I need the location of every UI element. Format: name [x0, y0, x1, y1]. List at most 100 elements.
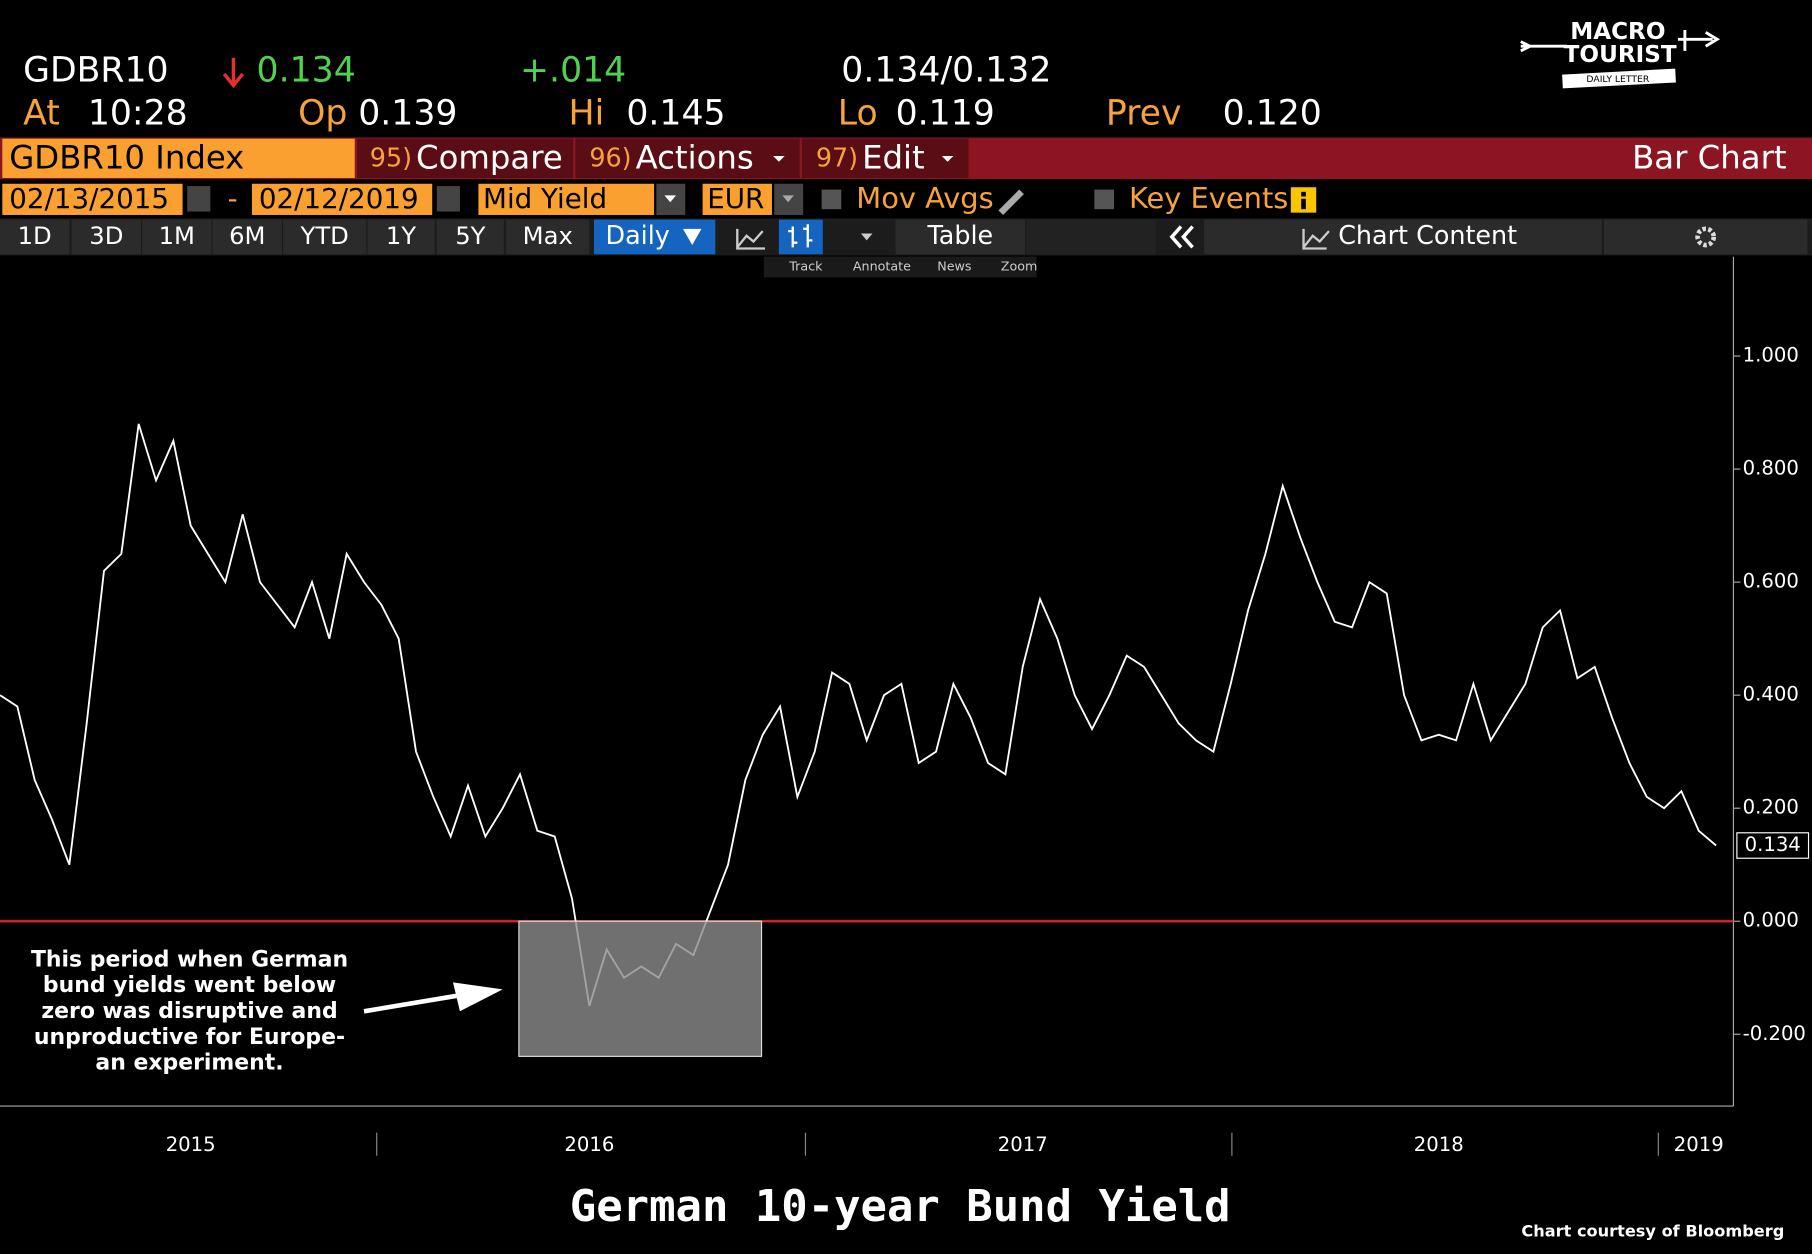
line-chart-icon[interactable]: [736, 228, 766, 250]
chart-content-button[interactable]: [1204, 219, 1602, 255]
range-button[interactable]: [367, 219, 435, 255]
annotation-line: unproductive for Europe-: [34, 1025, 345, 1050]
info-mark: [1301, 191, 1306, 197]
annotation-line: This period when German: [31, 947, 348, 972]
chart-content: Chart Content: [1338, 220, 1517, 250]
high: 0.145: [626, 93, 725, 133]
menu-item: Actions: [636, 138, 754, 176]
settings-button[interactable]: [1603, 219, 1808, 255]
dropdown-arrow: [664, 195, 677, 203]
checkbox[interactable]: [1094, 189, 1115, 210]
ticker: GDBR10: [23, 51, 168, 91]
start-date-field[interactable]: [2, 183, 183, 215]
y-tick-label: 1.000: [1743, 344, 1799, 367]
menu-number: 97): [816, 142, 858, 172]
currency: EUR: [707, 182, 764, 215]
x-tick-label: 2015: [166, 1133, 216, 1156]
y-tick-label: 0.400: [1743, 683, 1799, 706]
highlight-box: [518, 920, 763, 1057]
y-tick-label: 0.200: [1743, 796, 1799, 819]
annotation-line: an experiment.: [95, 1051, 283, 1076]
collapse-icon[interactable]: [1169, 225, 1194, 249]
settings-icon: [1695, 226, 1717, 248]
range-label: 1Y: [386, 221, 416, 250]
x-tick-label: 2018: [1414, 1133, 1464, 1156]
logo-text: DAILY LETTER: [1586, 74, 1649, 85]
calendar-icon[interactable]: [436, 186, 460, 212]
table-button[interactable]: [895, 219, 1026, 255]
prev: 0.120: [1223, 93, 1322, 133]
range-button[interactable]: [436, 219, 504, 255]
range-button[interactable]: [71, 219, 141, 255]
high-label: Hi: [569, 93, 605, 133]
range-label: 6M: [229, 221, 265, 250]
last-price: 0.134: [257, 51, 356, 91]
y-tick-label: -0.200: [1743, 1022, 1806, 1045]
currency-select[interactable]: [702, 183, 772, 215]
open: 0.139: [358, 93, 457, 133]
annotation-line: zero was disruptive and: [41, 999, 337, 1024]
field-value: Mid Yield: [483, 182, 607, 215]
chart-content-icon: [1302, 228, 1330, 250]
security: GDBR10 Index: [9, 138, 244, 176]
range-button[interactable]: [506, 219, 590, 255]
dropdown-arrow[interactable]: [860, 233, 873, 241]
range-label: 1D: [18, 221, 52, 250]
range-label: 3D: [89, 221, 123, 250]
change: +.014: [520, 51, 626, 91]
open-label: Op: [298, 93, 347, 133]
range-label: 5Y: [455, 221, 485, 250]
range-button[interactable]: [0, 219, 70, 255]
tool-label[interactable]: Track: [788, 258, 823, 273]
bid-ask: 0.134/0.132: [841, 51, 1051, 91]
range-label: Max: [523, 221, 573, 250]
bar-chart-button[interactable]: [778, 219, 823, 255]
checkbox[interactable]: [821, 189, 842, 210]
end-date-field[interactable]: [251, 183, 433, 215]
date-dash: -: [228, 182, 238, 215]
table: Table: [926, 220, 993, 250]
tool-label[interactable]: Annotate: [853, 258, 911, 273]
range-button[interactable]: [283, 219, 367, 255]
compare-button[interactable]: [357, 138, 574, 178]
range-button[interactable]: [142, 219, 212, 255]
annotation-line: bund yields went below: [43, 973, 336, 998]
edit-button[interactable]: [801, 138, 969, 178]
pencil-icon: [998, 189, 1024, 215]
range-button[interactable]: [212, 219, 282, 255]
annotation-arrowhead: [453, 982, 503, 1012]
x-tick-label: 2016: [564, 1133, 614, 1156]
bar-chart-icon: [788, 224, 813, 248]
actions-button[interactable]: [575, 138, 800, 178]
field-select[interactable]: [478, 183, 655, 215]
toolbar-spacer: [1026, 219, 1156, 255]
start-date: 02/13/2015: [9, 182, 169, 215]
logo-ribbon: [1562, 68, 1676, 89]
yield-line: [0, 423, 1717, 1007]
credit: Chart courtesy of Bloomberg: [1521, 1222, 1784, 1241]
logo-text: MACRO: [1570, 19, 1665, 45]
y-tick-label: 0.800: [1743, 457, 1799, 480]
chart-title: German 10-year Bund Yield: [570, 1181, 1231, 1232]
y-tick-label: 0.600: [1743, 570, 1799, 593]
y-tick-label: 0.000: [1743, 909, 1799, 932]
down-arrow: [222, 57, 245, 89]
prev-label: Prev: [1106, 93, 1182, 133]
info-mark: [1301, 198, 1306, 210]
tool-label[interactable]: News: [937, 258, 971, 273]
logo-text: TOURIST: [1564, 42, 1677, 68]
tool-label[interactable]: Zoom: [1001, 258, 1038, 273]
security-field[interactable]: [2, 138, 355, 178]
menu-item: Edit: [862, 138, 925, 176]
annotation-arrow: [363, 991, 469, 1014]
current-value-tag: [1736, 832, 1810, 859]
menu-number: 95): [370, 142, 412, 172]
range-label: YTD: [300, 221, 349, 250]
period: Daily: [606, 220, 670, 250]
dropdown-arrow: [782, 195, 794, 203]
mov-avgs: Mov Avgs: [856, 181, 993, 215]
calendar-icon[interactable]: [187, 186, 211, 212]
x-tick-label: 2019: [1674, 1133, 1724, 1156]
range-label: 1M: [159, 221, 195, 250]
